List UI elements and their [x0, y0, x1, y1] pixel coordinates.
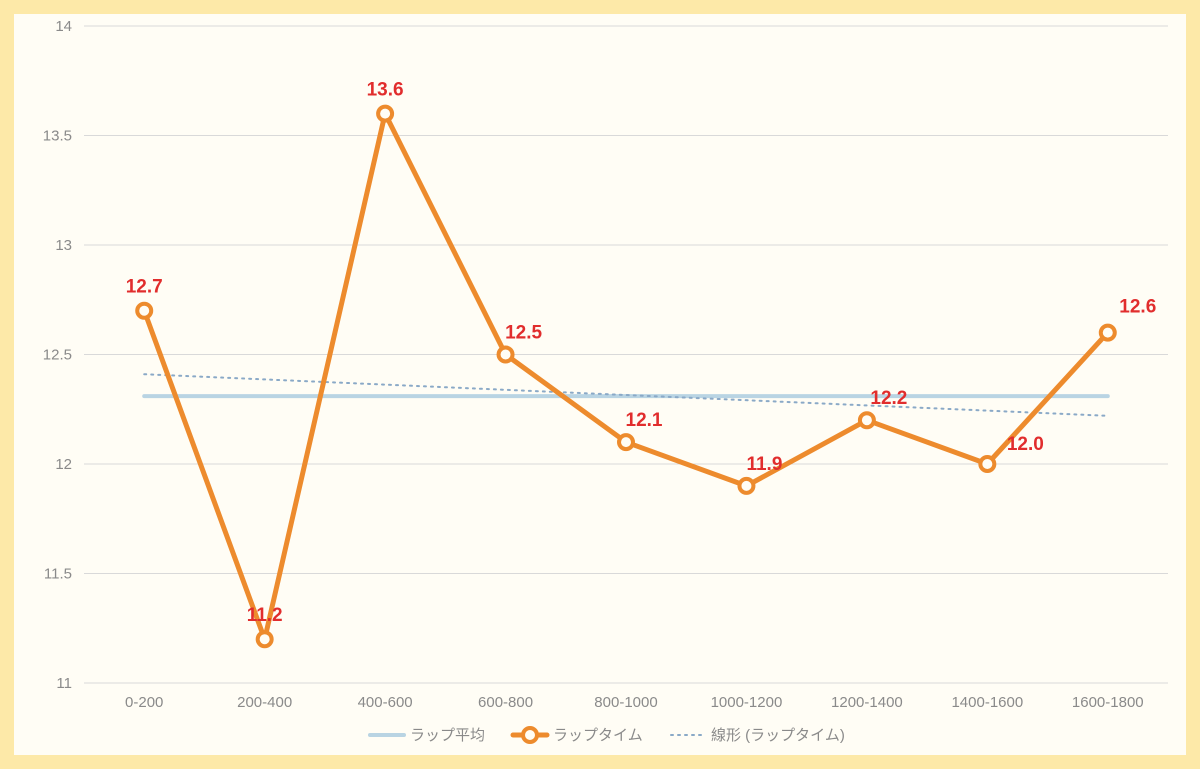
y-axis-tick-label: 12.5 — [43, 347, 72, 364]
x-axis-tick-label: 400-600 — [358, 694, 413, 711]
x-axis-tick-label: 0-200 — [125, 694, 163, 711]
lap-time-marker — [619, 435, 633, 449]
y-axis-tick-label: 14 — [55, 18, 72, 35]
legend: ラップ平均 ラップタイム 線形 (ラップタイム) — [370, 727, 845, 744]
lap-time-marker — [1101, 326, 1115, 340]
chart-outer-frame: 11 11.5 12 12.5 13 13.5 14 0-200 200-400 400-600 6… — [0, 0, 1200, 769]
y-axis-tick-label: 13 — [55, 237, 72, 254]
data-label: 12.0 — [1007, 434, 1044, 455]
lap-time-marker — [739, 479, 753, 493]
x-axis-tick-label: 600-800 — [478, 694, 533, 711]
x-axis-tick-label: 1400-1600 — [951, 694, 1023, 711]
data-label: 12.7 — [126, 277, 163, 298]
y-axis-tick-label: 12 — [55, 456, 72, 473]
lap-time-marker — [980, 457, 994, 471]
x-axis-tick-label: 1000-1200 — [711, 694, 783, 711]
data-label: 12.5 — [505, 323, 542, 344]
chart-inner-frame: 11 11.5 12 12.5 13 13.5 14 0-200 200-400 400-600 6… — [14, 14, 1186, 755]
lap-time-marker — [499, 348, 513, 362]
data-label: 11.9 — [746, 454, 782, 475]
data-label: 12.1 — [626, 410, 663, 431]
lap-time-chart: 11 11.5 12 12.5 13 13.5 14 0-200 200-400 400-600 6… — [14, 14, 1186, 755]
x-axis-tick-label: 1600-1800 — [1072, 694, 1144, 711]
legend-label-avg: ラップ平均 — [410, 727, 485, 744]
lap-time-line — [144, 114, 1108, 640]
x-axis-tick-label: 200-400 — [237, 694, 292, 711]
x-axis-tick-label: 1200-1400 — [831, 694, 903, 711]
data-label: 13.6 — [367, 80, 404, 101]
legend-label-laptime: ラップタイム — [553, 727, 643, 744]
data-label: 11.2 — [247, 605, 283, 626]
data-label: 12.6 — [1119, 297, 1156, 318]
legend-label-trend: 線形 (ラップタイム) — [711, 727, 845, 744]
lap-time-marker — [258, 632, 272, 646]
y-axis-tick-label: 11.5 — [44, 566, 72, 583]
data-label: 12.2 — [870, 388, 907, 409]
lap-time-marker — [860, 413, 874, 427]
y-axis-tick-label: 11 — [56, 675, 72, 692]
lap-time-marker — [137, 304, 151, 318]
x-axis-tick-label: 800-1000 — [594, 694, 657, 711]
y-axis-tick-label: 13.5 — [43, 128, 72, 145]
lap-time-marker — [378, 107, 392, 121]
legend-marker-laptime — [523, 728, 537, 742]
